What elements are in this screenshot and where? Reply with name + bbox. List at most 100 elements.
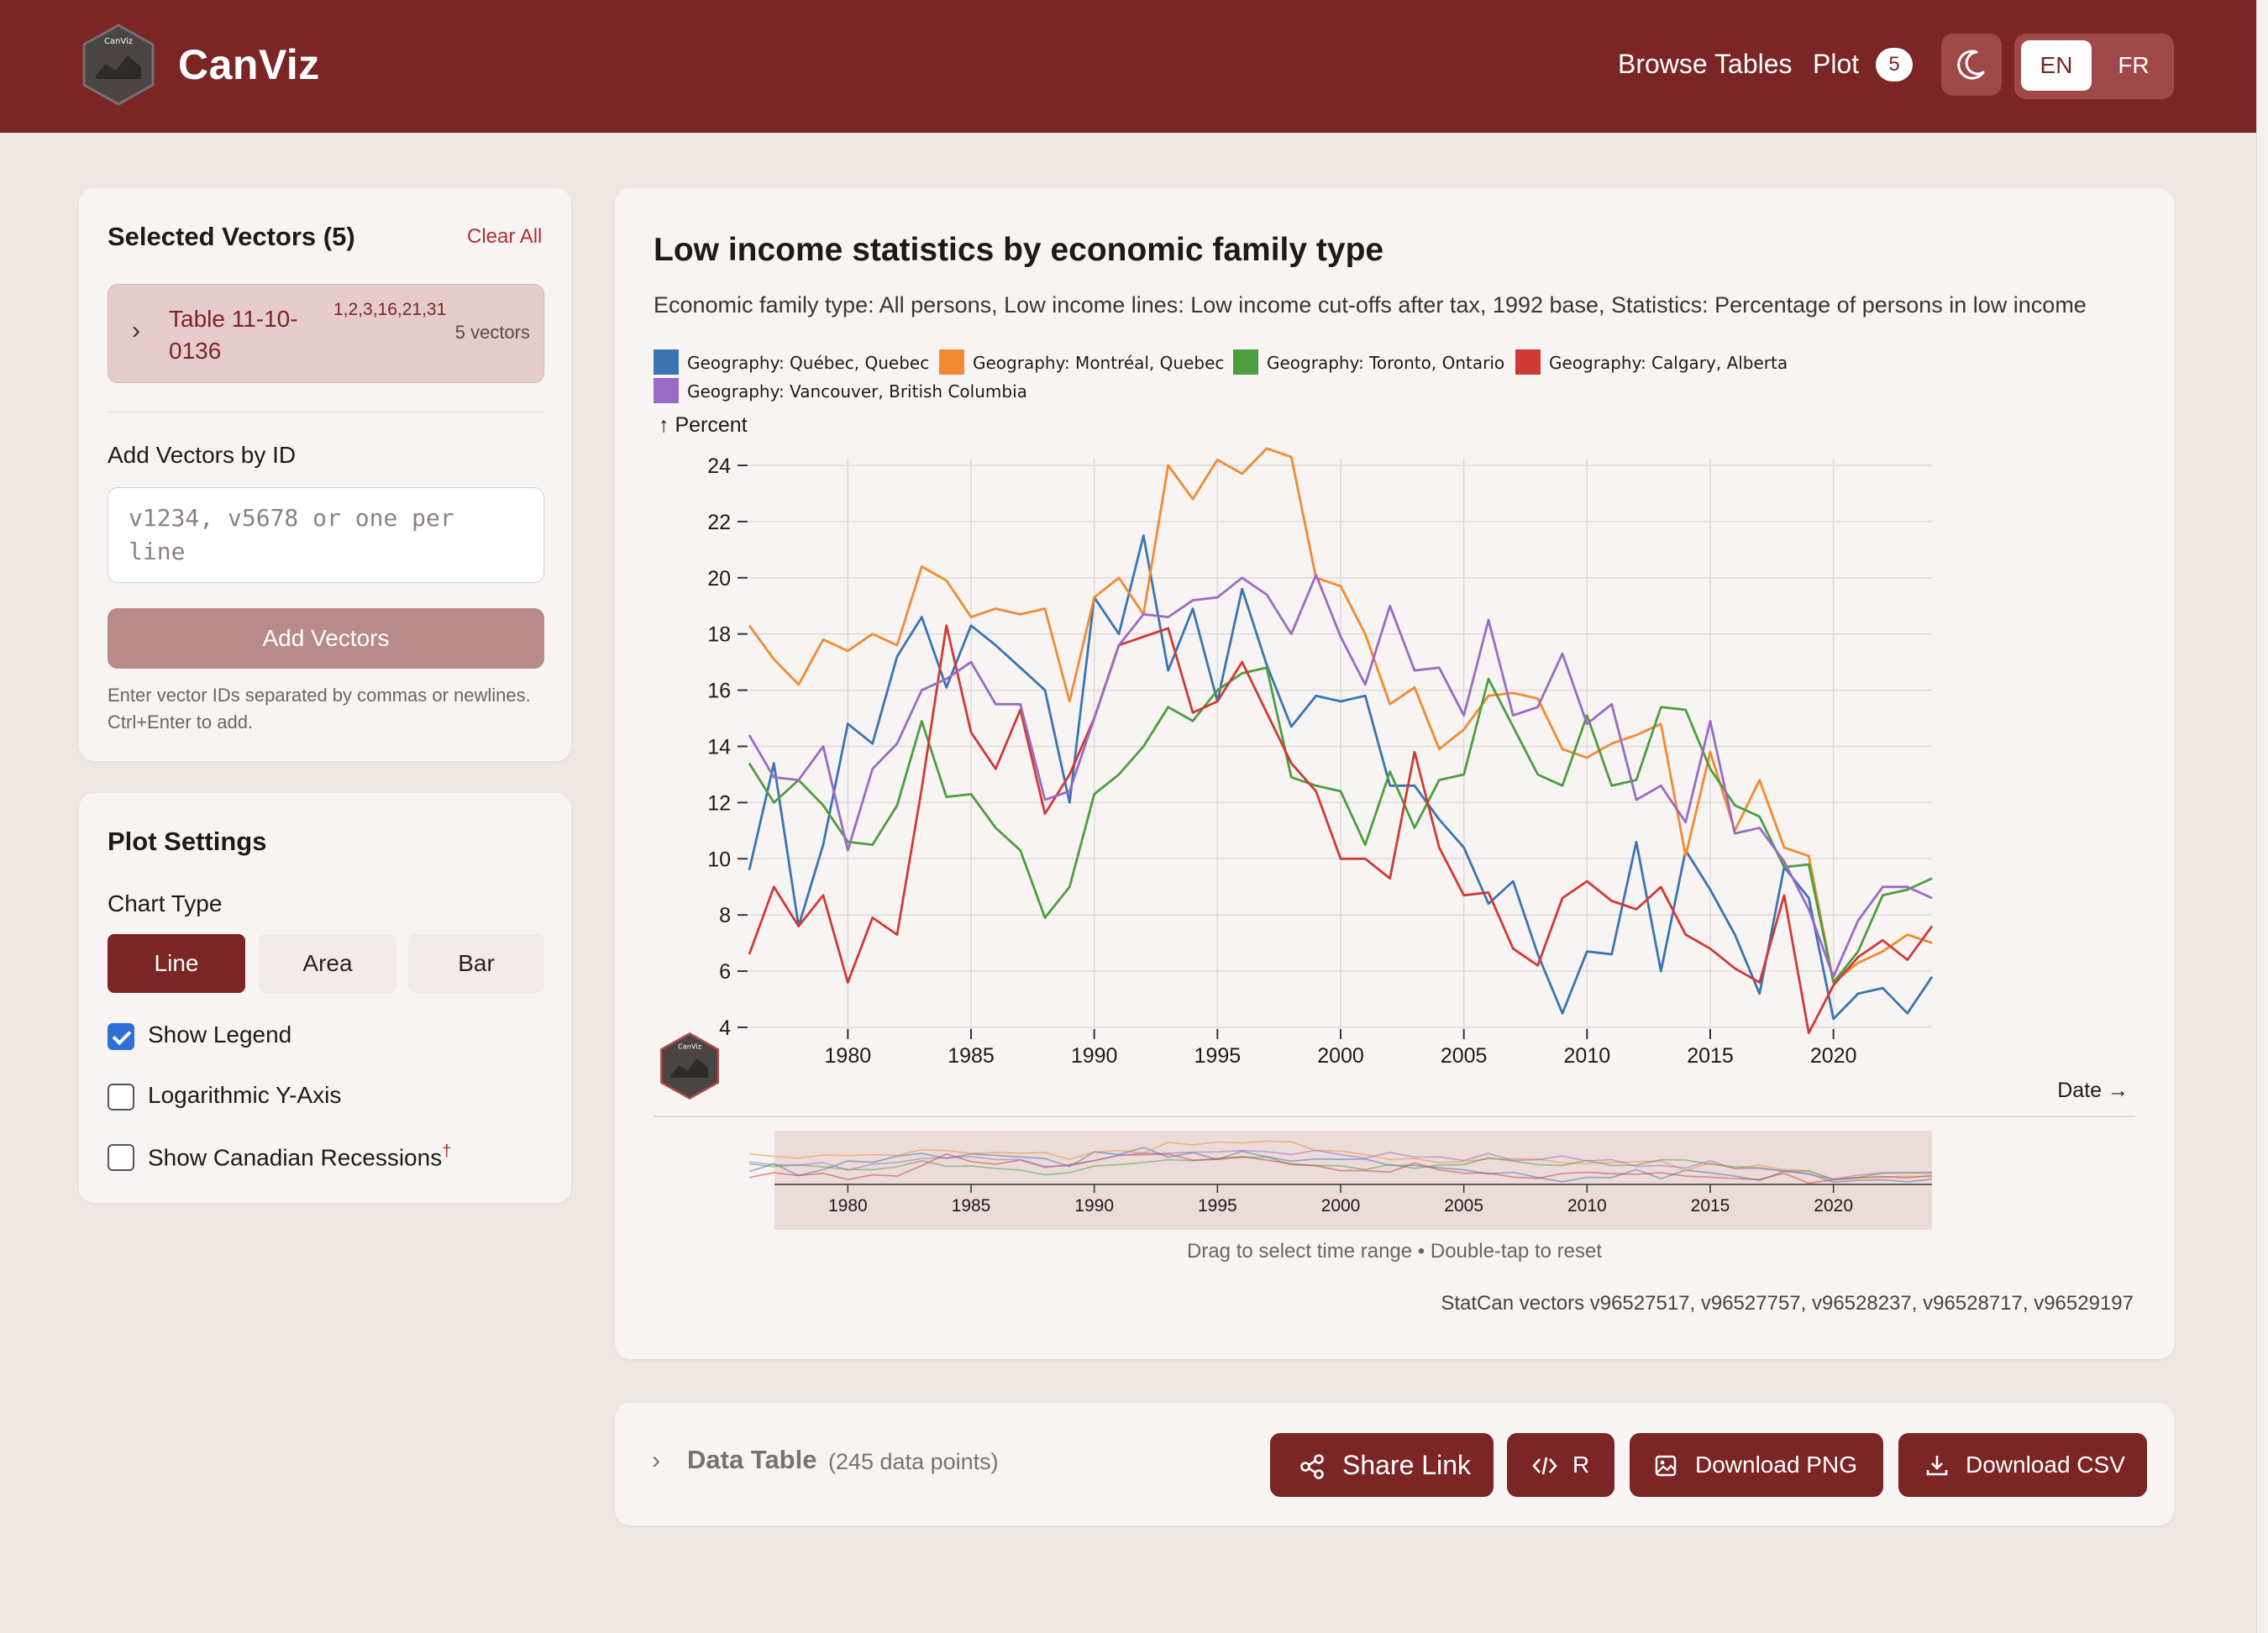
table-name: Table 11-10-0136 xyxy=(169,306,298,364)
data-table-count: (245 data points) xyxy=(828,1449,999,1474)
show-legend-checkbox[interactable] xyxy=(108,1023,134,1050)
y-tick-label: 18 xyxy=(707,623,731,647)
y-tick-label: 8 xyxy=(719,904,731,927)
page-scrollbar[interactable] xyxy=(2256,0,2268,1633)
y-tick-label: 14 xyxy=(707,736,731,759)
legend-swatch xyxy=(654,349,679,375)
legend-label: Geography: Calgary, Alberta xyxy=(1549,353,1788,373)
nav-browse-tables[interactable]: Browse Tables xyxy=(1618,49,1793,79)
data-table-title[interactable]: Data Table xyxy=(687,1445,817,1474)
chart-card: Low income statistics by economic family… xyxy=(615,188,2174,1359)
add-vectors-label: Add Vectors by ID xyxy=(108,442,297,468)
y-tick-label: 10 xyxy=(707,848,731,871)
chart-subtitle: Economic family type: All persons, Low i… xyxy=(654,292,2087,318)
legend-label: Geography: Québec, Quebec xyxy=(687,353,930,373)
legend-label: Geography: Montréal, Quebec xyxy=(973,353,1225,373)
grid-lines xyxy=(749,459,1932,1036)
y-tick-label: 20 xyxy=(707,567,731,591)
brush-area xyxy=(774,1131,1932,1230)
x-tick-label: 2010 xyxy=(1564,1044,1611,1068)
chart-series xyxy=(748,447,1934,1035)
y-tick-label: 6 xyxy=(719,960,731,984)
brand-name[interactable]: CanViz xyxy=(178,41,320,88)
x-tick-label: 1985 xyxy=(948,1044,995,1068)
show-legend-label[interactable]: Show Legend xyxy=(148,1021,292,1048)
recessions-label-text: Show Canadian Recessions xyxy=(148,1144,443,1171)
plot-settings-card: Plot Settings Chart Type Line Area Bar S… xyxy=(79,793,571,1203)
brush-series-line xyxy=(748,1156,1933,1181)
share-link-button[interactable]: Share Link xyxy=(1270,1433,1494,1497)
legend-swatch xyxy=(654,378,679,403)
chart-type-area-button[interactable]: Area xyxy=(259,934,396,993)
series-line xyxy=(748,624,1934,1035)
recessions-checkbox[interactable] xyxy=(108,1144,134,1171)
y-tick-label: 24 xyxy=(707,454,731,478)
brush-tick-label: 2010 xyxy=(1567,1196,1607,1216)
r-code-button[interactable]: R xyxy=(1507,1433,1614,1497)
log-axis-checkbox[interactable] xyxy=(108,1084,134,1111)
brush-series-line xyxy=(748,1149,1933,1180)
brush-tick-label: 1985 xyxy=(952,1196,991,1216)
share-icon xyxy=(1300,1454,1324,1479)
chart-type-line-button[interactable]: Line xyxy=(108,934,245,993)
log-axis-label[interactable]: Logarithmic Y-Axis xyxy=(148,1082,342,1108)
brush-tick-label: 2020 xyxy=(1814,1196,1853,1216)
download-csv-button[interactable]: Download CSV xyxy=(1898,1433,2147,1497)
legend-swatch xyxy=(939,349,964,375)
brush-tick-label: 2005 xyxy=(1444,1196,1483,1216)
recessions-footnote-mark: † xyxy=(442,1142,452,1161)
x-tick-label: 2000 xyxy=(1317,1044,1364,1068)
x-tick-label: 2015 xyxy=(1687,1044,1734,1068)
nav-plot[interactable]: Plot xyxy=(1813,49,1860,79)
x-tick-label: 1990 xyxy=(1071,1044,1118,1068)
add-vectors-button[interactable]: Add Vectors xyxy=(108,608,544,669)
chart-axes: 1980 1985 1990 1995 2000 2005 2010 2015 20204681… xyxy=(659,413,2129,1102)
chart-title: Low income statistics by economic family… xyxy=(654,232,1384,268)
brush-series-line xyxy=(748,1153,1933,1184)
vector-id-input[interactable]: v1234, v5678 or one per line xyxy=(108,487,544,583)
brush-tick-label: 1995 xyxy=(1198,1196,1237,1216)
brush-caption: Drag to select time range • Double-tap t… xyxy=(1187,1240,1602,1263)
brush-tick-label: 2000 xyxy=(1321,1196,1361,1216)
lang-en-button[interactable]: EN xyxy=(2021,40,2092,91)
download-png-label: Download PNG xyxy=(1695,1452,1857,1478)
add-vectors-hint: Enter vector IDs separated by commas or … xyxy=(108,685,531,732)
plot-count-badge: 5 xyxy=(1876,48,1913,81)
clear-all-button[interactable]: Clear All xyxy=(467,225,543,248)
recessions-label[interactable]: Show Canadian Recessions† xyxy=(148,1142,451,1171)
data-table-card: › Data Table (245 data points) Share Lin… xyxy=(615,1403,2174,1525)
series-line xyxy=(748,574,1933,979)
brush-tick-label: 2015 xyxy=(1691,1196,1730,1216)
svg-text:CanViz: CanViz xyxy=(104,37,133,46)
selected-vectors-title: Selected Vectors (5) xyxy=(108,222,355,251)
y-tick-label: 16 xyxy=(707,680,731,703)
chevron-right-icon[interactable]: › xyxy=(132,317,140,344)
legend-label: Geography: Vancouver, British Columbia xyxy=(687,381,1027,402)
language-switcher: EN FR xyxy=(2014,34,2174,99)
moon-icon xyxy=(1957,50,1985,80)
y-tick-label: 22 xyxy=(707,511,731,534)
x-tick-label: 2005 xyxy=(1441,1044,1488,1068)
download-icon xyxy=(1926,1456,1948,1476)
share-link-label: Share Link xyxy=(1342,1450,1471,1480)
table-chip[interactable]: › Table 11-10-0136 1,2,3,16,21,31 5 vect… xyxy=(108,284,544,383)
table-vector-count: 5 vectors xyxy=(454,322,530,343)
table-vector-ids: 1,2,3,16,21,31 xyxy=(333,300,447,319)
series-line xyxy=(748,534,1934,1021)
legend-label: Geography: Toronto, Ontario xyxy=(1267,353,1505,373)
legend-swatch xyxy=(1233,349,1258,375)
chevron-right-icon[interactable]: › xyxy=(652,1447,660,1474)
line-chart[interactable]: 1980 1985 1990 1995 2000 2005 2010 2015 20204681… xyxy=(615,188,2174,1230)
brush-tick-label: 1990 xyxy=(1074,1196,1114,1216)
x-tick-label: 1980 xyxy=(825,1044,872,1068)
lang-fr-button[interactable]: FR xyxy=(2118,52,2150,78)
download-png-button[interactable]: Download PNG xyxy=(1630,1433,1883,1497)
app-header: CanViz CanViz Browse Tables Plot 5 EN FR xyxy=(0,0,2256,133)
canviz-logo[interactable]: CanViz xyxy=(81,24,156,106)
y-axis-label: ↑ Percent xyxy=(659,413,748,437)
plot-settings-title: Plot Settings xyxy=(108,827,267,856)
theme-toggle-button[interactable] xyxy=(1941,34,2002,96)
y-tick-label: 4 xyxy=(719,1016,731,1040)
selected-vectors-card: Selected Vectors (5) Clear All › Table 1… xyxy=(79,188,571,761)
chart-type-bar-button[interactable]: Bar xyxy=(408,934,544,993)
